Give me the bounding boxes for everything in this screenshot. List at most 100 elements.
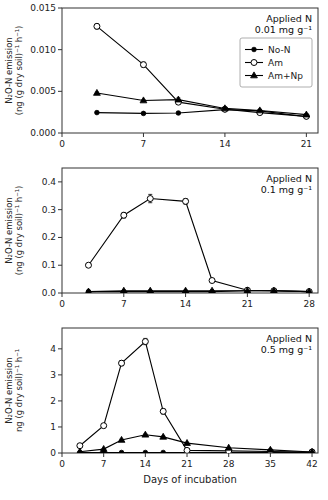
y-tick: [58, 453, 62, 454]
data-point: [221, 105, 228, 111]
plot-frame: [62, 328, 318, 453]
data-point: [93, 89, 100, 95]
panel-title-line: Applied N: [266, 333, 312, 344]
data-point: [119, 450, 124, 453]
data-point: [184, 447, 190, 453]
panel: 07142128354201234N₂O-N emissionng (g dry…: [4, 328, 318, 485]
error-bar: [141, 62, 145, 67]
x-tick-label: 21: [301, 139, 312, 149]
x-tick: [270, 453, 271, 457]
y-tick-label: 1: [50, 422, 56, 432]
y-tick-label: 0.015: [30, 3, 56, 13]
y-tick: [58, 374, 62, 375]
plot-area: [85, 194, 313, 293]
panel-title-line: 0.01 mg g⁻¹: [255, 24, 313, 35]
series: [95, 107, 309, 119]
data-point: [270, 287, 277, 293]
panel-title: Applied N0.01 mg g⁻¹: [255, 13, 313, 35]
y-tick: [58, 293, 62, 294]
legend-label: No-N: [268, 45, 290, 55]
x-tick-label: 7: [101, 459, 107, 469]
series: [93, 89, 309, 117]
panel-title-line: 0.1 mg g⁻¹: [261, 184, 312, 195]
data-point: [76, 448, 83, 453]
y-tick-label: 0.0: [42, 288, 57, 298]
y-axis-label-line: N₂O-N emission: [4, 37, 14, 104]
x-tick-label: 35: [265, 459, 276, 469]
data-point: [121, 212, 127, 218]
panel-title-line: Applied N: [266, 173, 312, 184]
series-line: [97, 93, 306, 115]
panel: 071421280.00.10.20.30.4N₂O-N emission(ng…: [4, 168, 318, 309]
plot-frame: [62, 168, 318, 293]
x-tick: [145, 453, 146, 457]
y-tick-label: 0.000: [30, 128, 56, 138]
y-axis-label: N₂O-N emissionng (g dry soil)⁻¹ h⁻¹: [4, 349, 24, 432]
data-point: [142, 339, 148, 345]
error-bar: [120, 361, 124, 366]
data-point: [95, 110, 100, 115]
data-point: [309, 449, 315, 453]
error-bar: [184, 199, 188, 205]
y-tick: [58, 181, 62, 182]
data-point: [209, 278, 215, 284]
x-tick: [228, 453, 229, 457]
legend-marker: [251, 60, 257, 66]
x-tick: [306, 133, 307, 137]
x-tick: [62, 453, 63, 457]
x-tick: [185, 293, 186, 297]
data-point: [142, 431, 149, 437]
panel: 0714210.0000.0050.0100.015N₂O-N emission…: [4, 3, 318, 149]
x-tick-label: 14: [219, 139, 231, 149]
series: [86, 288, 311, 293]
data-point: [85, 262, 91, 268]
x-tick: [103, 453, 104, 457]
y-axis-label-line: (ng (g dry soil)⁻¹ h⁻¹): [14, 26, 24, 116]
series-line: [80, 342, 312, 452]
data-point: [303, 111, 310, 117]
y-tick-label: 0.2: [42, 232, 56, 242]
data-point: [140, 97, 147, 103]
data-point: [119, 360, 125, 366]
data-point: [209, 287, 216, 293]
data-point: [306, 288, 313, 293]
y-axis-label-line: N₂O-N emission: [4, 197, 14, 264]
data-point: [100, 445, 107, 451]
y-tick: [58, 91, 62, 92]
data-point: [256, 107, 263, 113]
x-tick: [143, 133, 144, 137]
x-tick: [62, 133, 63, 137]
data-point: [306, 289, 312, 293]
data-point: [160, 408, 166, 414]
data-point: [101, 423, 107, 429]
y-tick: [58, 133, 62, 134]
series: [77, 338, 315, 453]
x-tick-label: 7: [141, 139, 147, 149]
data-point: [147, 287, 154, 293]
series-line: [88, 199, 309, 292]
error-bar: [148, 194, 152, 202]
error-bar-cap: [148, 194, 152, 195]
y-tick: [58, 426, 62, 427]
x-tick-label: 21: [181, 459, 192, 469]
x-tick: [123, 293, 124, 297]
data-point: [161, 450, 166, 453]
y-tick-label: 3: [50, 370, 56, 380]
data-point: [141, 111, 146, 116]
y-tick: [58, 348, 62, 349]
y-tick: [58, 265, 62, 266]
x-tick-label: 28: [303, 299, 315, 309]
data-point: [267, 446, 274, 452]
data-point: [175, 96, 182, 102]
data-point: [244, 287, 251, 293]
data-point: [183, 198, 189, 204]
series: [85, 287, 313, 293]
legend-box: [240, 38, 312, 87]
data-point: [160, 433, 167, 439]
data-point: [182, 287, 189, 293]
data-point: [244, 287, 250, 293]
series-line: [97, 110, 306, 117]
y-tick: [58, 400, 62, 401]
data-point: [94, 23, 100, 29]
error-bar: [122, 212, 126, 218]
